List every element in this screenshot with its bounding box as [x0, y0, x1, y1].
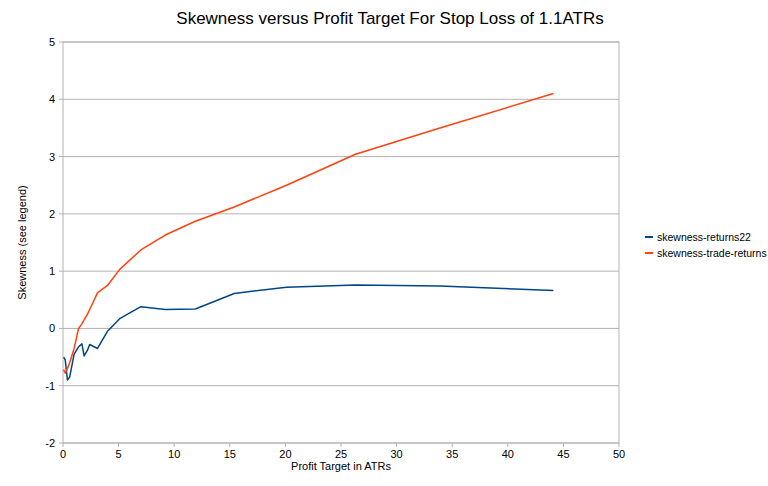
y-tick-label: -2 — [45, 437, 55, 449]
y-tick-label: 3 — [49, 151, 55, 163]
tick — [341, 443, 342, 447]
background — [0, 0, 768, 486]
tick — [285, 443, 286, 447]
x-tick-label: 45 — [557, 448, 569, 460]
legend-swatch — [645, 236, 653, 238]
tick — [619, 443, 620, 447]
tick — [396, 443, 397, 447]
tick — [59, 443, 63, 444]
series-line — [64, 94, 554, 374]
tick — [229, 443, 230, 447]
tick — [59, 42, 63, 43]
x-tick-label: 20 — [279, 448, 291, 460]
x-tick-label: 25 — [335, 448, 347, 460]
x-tick-label: 35 — [446, 448, 458, 460]
title: Skewness versus Profit Target For Stop L… — [176, 9, 603, 28]
x-tick-label: 10 — [168, 448, 180, 460]
grid-line — [63, 213, 619, 214]
grid-line — [63, 385, 619, 386]
tick — [59, 156, 63, 157]
tick — [59, 99, 63, 100]
x-tick-label: 30 — [390, 448, 402, 460]
tick — [59, 328, 63, 329]
y-tick-label: 5 — [49, 36, 55, 48]
grid-line — [63, 328, 619, 329]
tick — [563, 443, 564, 447]
y-tick-label: 2 — [49, 208, 55, 220]
y-tick-label: -1 — [45, 380, 55, 392]
tick — [59, 213, 63, 214]
tick — [174, 443, 175, 447]
tick — [118, 443, 119, 447]
y-tick-label: 4 — [49, 93, 55, 105]
tick — [59, 271, 63, 272]
y-axis-label: Skewness (see legend) — [16, 185, 28, 299]
grid-line — [63, 271, 619, 272]
x-tick-label: 50 — [613, 448, 625, 460]
legend-label: skewness-returns22 — [657, 231, 751, 243]
plot-frame — [63, 42, 619, 443]
plot-area — [64, 94, 554, 380]
chart: Skewness versus Profit Target For Stop L… — [0, 0, 768, 486]
x-tick-label: 15 — [224, 448, 236, 460]
legend-label: skewness-trade-returns — [657, 247, 767, 259]
tick — [507, 443, 508, 447]
grid-line — [63, 156, 619, 157]
y-tick-label: 0 — [49, 322, 55, 334]
tick — [452, 443, 453, 447]
x-tick-label: 5 — [116, 448, 122, 460]
tick — [63, 443, 64, 447]
x-tick-label: 40 — [502, 448, 514, 460]
series-line — [64, 285, 554, 380]
y-tick-label: 1 — [49, 265, 55, 277]
x-axis-label: Profit Target in ATRs — [291, 460, 391, 472]
legend-swatch — [645, 252, 653, 254]
tick — [59, 385, 63, 386]
x-tick-label: 0 — [60, 448, 66, 460]
